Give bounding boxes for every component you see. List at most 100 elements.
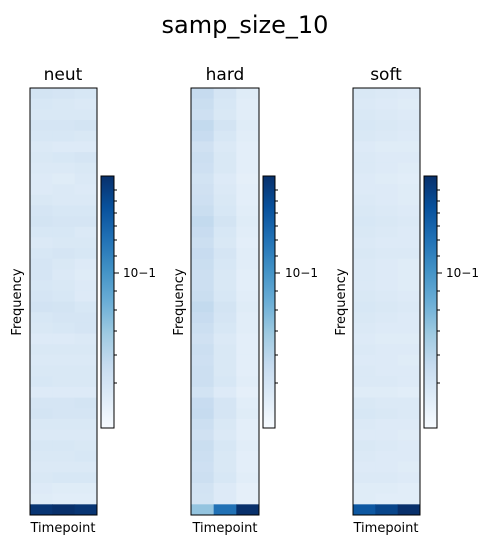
- heatmap-cell: [191, 162, 215, 174]
- heatmap-cell: [74, 226, 98, 238]
- heatmap-cell: [74, 322, 98, 335]
- heatmap-cell: [397, 216, 421, 228]
- heatmap-cell: [74, 120, 98, 132]
- heatmap-cell: [375, 130, 399, 142]
- heatmap-cell: [213, 173, 237, 185]
- heatmap-cell: [30, 162, 53, 174]
- heatmap-cell: [236, 440, 260, 452]
- heatmap-cell: [397, 472, 421, 484]
- heatmap-cell: [52, 152, 76, 164]
- heatmap-cell: [74, 184, 98, 196]
- heatmap-cell: [353, 418, 376, 431]
- heatmap-cell: [52, 429, 76, 441]
- heatmap-cell: [52, 109, 76, 121]
- heatmap-cell: [191, 98, 215, 110]
- heatmap-cell: [353, 461, 376, 473]
- heatmap-cell: [191, 184, 215, 196]
- heatmap-cell: [213, 280, 237, 292]
- heatmap-cell: [397, 184, 421, 196]
- heatmap-cell: [74, 312, 98, 324]
- heatmap-cell: [52, 376, 76, 388]
- colorbar-tick-label: 10−1: [285, 266, 318, 280]
- heatmap-cell: [353, 109, 376, 121]
- heatmap-cell: [191, 450, 215, 463]
- heatmap-cell: [213, 141, 237, 153]
- heatmap-cell: [397, 194, 421, 206]
- heatmap-cell: [30, 333, 53, 345]
- heatmap-cell: [191, 482, 215, 495]
- heatmap-cell: [397, 98, 421, 110]
- heatmap-cell: [30, 248, 53, 260]
- heatmap-cell: [52, 482, 76, 495]
- heatmap-cell: [213, 130, 237, 142]
- heatmap-cell: [30, 88, 53, 100]
- heatmap-cell: [353, 354, 376, 367]
- heatmap-cell: [74, 440, 98, 452]
- heatmap-cell: [375, 205, 399, 217]
- heatmap-cell: [397, 301, 421, 313]
- heatmap-cell: [74, 109, 98, 121]
- heatmap-cell: [52, 354, 76, 367]
- heatmap-cell: [191, 226, 215, 238]
- heatmap-cell: [375, 450, 399, 463]
- heatmap-cell: [30, 312, 53, 324]
- heatmap-cell: [52, 461, 76, 473]
- heatmap-cell: [191, 152, 215, 164]
- heatmap-cell: [353, 248, 376, 260]
- heatmap-cell: [397, 397, 421, 409]
- heatmap-cell: [353, 365, 376, 377]
- heatmap-cell: [213, 461, 237, 473]
- heatmap-cell: [236, 194, 260, 206]
- heatmap-cell: [213, 109, 237, 121]
- heatmap-cell: [353, 173, 376, 185]
- heatmap-cell: [52, 130, 76, 142]
- heatmap-cell: [375, 301, 399, 313]
- heatmap-cell: [397, 248, 421, 260]
- heatmap-cell: [52, 397, 76, 409]
- panel-title: hard: [206, 65, 245, 85]
- heatmap-cell: [191, 258, 215, 270]
- heatmap-cell: [397, 429, 421, 441]
- heatmap-cell: [213, 226, 237, 238]
- heatmap-cell: [236, 354, 260, 367]
- heatmap-cell: [74, 88, 98, 100]
- heatmap-cell: [353, 290, 376, 303]
- heatmap-cell: [30, 376, 53, 388]
- heatmap-cell: [191, 397, 215, 409]
- heatmap-cell: [191, 280, 215, 292]
- heatmap-cell: [397, 322, 421, 335]
- heatmap-cell: [236, 173, 260, 185]
- heatmap-cell: [191, 344, 215, 356]
- heatmap-cell: [191, 173, 215, 185]
- heatmap-cell: [74, 354, 98, 367]
- heatmap-cell: [236, 109, 260, 121]
- heatmap-cell: [30, 152, 53, 164]
- heatmap-cell: [213, 205, 237, 217]
- heatmap-cell: [213, 354, 237, 367]
- heatmap-cell: [353, 162, 376, 174]
- heatmap-cell: [52, 408, 76, 420]
- heatmap-cell: [353, 386, 376, 399]
- heatmap-cell: [52, 184, 76, 196]
- heatmap-cell: [397, 269, 421, 281]
- heatmap-cell: [397, 312, 421, 324]
- y-axis-label: Frequency: [172, 268, 187, 335]
- heatmap-cell: [375, 269, 399, 281]
- heatmap-cell: [375, 120, 399, 132]
- heatmap-cell: [74, 216, 98, 228]
- heatmap-cell: [30, 386, 53, 399]
- heatmap-cell: [236, 162, 260, 174]
- heatmap-cell: [375, 152, 399, 164]
- heatmap-cell: [353, 216, 376, 228]
- heatmap-cell: [353, 237, 376, 249]
- heatmap-cell: [52, 418, 76, 431]
- heatmap-cell: [213, 120, 237, 132]
- heatmap-cell: [375, 237, 399, 249]
- heatmap-cell: [353, 98, 376, 110]
- heatmap-cell: [191, 461, 215, 473]
- heatmap-cell: [52, 440, 76, 452]
- heatmap-cell: [397, 386, 421, 399]
- heatmap-cell: [74, 333, 98, 345]
- heatmap-cell: [30, 269, 53, 281]
- heatmap-cell: [30, 493, 53, 505]
